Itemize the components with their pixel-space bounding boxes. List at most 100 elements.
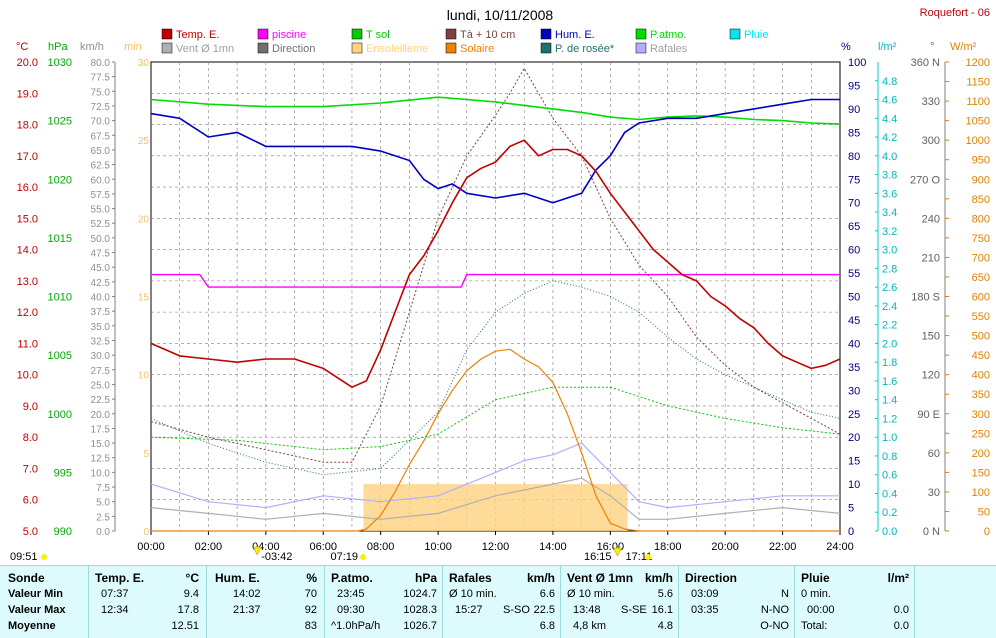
summary-col-press: P.atmo. hPa 23:45 1024.7 09:30 1028.3 ^1…: [324, 566, 443, 638]
minutes-tick-label: 25: [138, 136, 150, 147]
summary-temp-unit: °C: [185, 571, 199, 585]
rain-tick-label: 3.0: [882, 245, 897, 257]
summary-press-unit: hPa: [414, 571, 437, 585]
direction-tick-label: 270 O: [910, 174, 940, 186]
legend-swatch: [540, 28, 552, 40]
direction-tick-label: 330: [922, 96, 940, 108]
summary-press-min-time: 23:45: [337, 588, 365, 600]
summary-temp-avg: 12.51: [171, 620, 199, 632]
event-time-left: 09:51: [10, 551, 38, 563]
summary-hum-unit: %: [306, 571, 317, 585]
summary-press-max-value: 1028.3: [403, 604, 437, 616]
solar-tick-label: 300: [972, 409, 990, 421]
rain-tick-label: 0.2: [882, 507, 897, 519]
minutes-axis-unit: min: [124, 41, 142, 53]
direction-tick-label: 60: [928, 448, 940, 460]
humidity-tick-label: 70: [848, 198, 860, 210]
summary-wind-distance: 4,8 km: [573, 620, 607, 632]
summary-col-direction: Direction 03:09 N 03:35 N-NO O-NO: [678, 566, 795, 638]
solar-tick-label: 450: [972, 350, 990, 362]
summary-header-sonde: Sonde: [8, 571, 45, 585]
summary-dir-avg: O-NO: [760, 620, 789, 632]
sunset-time-a: 16:15: [584, 551, 612, 563]
temp-tick-label: 17.0: [17, 151, 38, 163]
wind-tick-label: 25.0: [91, 380, 111, 391]
rain-tick-label: 2.8: [882, 263, 897, 275]
summary-rain-duration: 0 min.: [801, 588, 831, 600]
solar-axis-unit: W/m²: [950, 41, 977, 53]
direction-tick-label: 0 N: [923, 526, 940, 538]
summary-col-labels: Sonde Valeur Min Valeur Max Moyenne: [0, 566, 88, 638]
x-tick-label: 22:00: [769, 541, 797, 553]
wind-tick-label: 30.0: [91, 351, 111, 362]
sunset-time-b: 17:11: [626, 551, 653, 563]
summary-col-empty: [914, 566, 996, 638]
wind-tick-label: 72.5: [91, 102, 111, 113]
humidity-tick-label: 60: [848, 245, 860, 257]
summary-gust-avg: 6.8: [539, 620, 555, 632]
legend-label: Direction: [272, 43, 315, 55]
humidity-tick-label: 10: [848, 479, 860, 491]
summary-table: Sonde Valeur Min Valeur Max Moyenne Temp…: [0, 565, 996, 638]
chart-series: [150, 67, 841, 532]
summary-col-hum: Hum. E. % 14:02 70 21:37 92 83: [206, 566, 325, 638]
summary-hum-max-value: 92: [304, 604, 317, 616]
legend-label: Hum. E.: [555, 29, 595, 41]
minutes-tick-label: 10: [138, 371, 150, 382]
summary-dir-max-time: 03:35: [691, 604, 719, 616]
sunset-marker-icon: [613, 547, 622, 557]
rain-tick-label: 3.8: [882, 170, 897, 182]
temp-tick-label: 16.0: [17, 182, 38, 194]
legend-label: Tà + 10 cm: [460, 29, 515, 41]
direction-tick-label: 180 S: [911, 292, 940, 304]
solar-tick-label: 800: [972, 213, 990, 225]
summary-gust-max-dir: S-SO: [503, 604, 530, 616]
moonset-time: -03:42: [261, 551, 292, 563]
summary-wind-max-value: 16.1: [651, 604, 673, 616]
wind-tick-label: 12.5: [91, 454, 111, 465]
direction-tick-label: 90 E: [917, 409, 940, 421]
wind-tick-label: 22.5: [91, 395, 111, 406]
legend-label: Pluie: [744, 29, 768, 41]
rain-tick-label: 1.6: [882, 376, 897, 388]
summary-rain-total-value: 0.0: [893, 620, 909, 632]
sunrise-marker-icon: [360, 554, 367, 560]
legend-label: piscine: [272, 29, 306, 41]
summary-hum-min-time: 14:02: [233, 588, 261, 600]
rain-tick-label: 1.8: [882, 357, 897, 369]
solar-tick-label: 1000: [966, 135, 990, 147]
temp-tick-label: 12.0: [17, 307, 38, 319]
rain-tick-label: 0.4: [882, 488, 897, 500]
summary-dir-min-value: N: [781, 588, 789, 600]
series-line-p-atmo-: [150, 96, 841, 125]
summary-gust-header: Rafales: [449, 571, 492, 585]
series-line-vent-1mn: [150, 477, 841, 520]
solar-tick-label: 650: [972, 272, 990, 284]
pressure-axis-unit: hPa: [48, 41, 68, 53]
temp-axis-unit: °C: [16, 41, 28, 53]
wind-tick-label: 50.0: [91, 234, 111, 245]
legend-label: Solaire: [460, 43, 494, 55]
rain-tick-label: 3.6: [882, 188, 897, 200]
summary-wind-avg10-value: 5.6: [657, 588, 673, 600]
legend-swatch: [351, 28, 363, 40]
solar-tick-label: 1150: [966, 77, 990, 89]
rain-tick-label: 3.2: [882, 226, 897, 238]
direction-tick-label: 360 N: [911, 57, 940, 69]
wind-tick-label: 40.0: [91, 293, 111, 304]
humidity-axis-unit: %: [841, 41, 851, 53]
summary-row-max: Valeur Max: [8, 604, 66, 616]
rain-tick-label: 0.8: [882, 451, 897, 463]
wind-tick-label: 0.0: [96, 527, 110, 538]
humidity-tick-label: 90: [848, 104, 860, 116]
temp-tick-label: 6.0: [23, 495, 38, 507]
minutes-tick-label: 0: [143, 527, 149, 538]
x-tick-label: 14:00: [539, 541, 567, 553]
wind-tick-label: 7.5: [96, 483, 110, 494]
x-tick-label: 00:00: [137, 541, 165, 553]
solar-tick-label: 950: [972, 155, 990, 167]
legend-label: T sol: [366, 29, 390, 41]
humidity-tick-label: 35: [848, 362, 860, 374]
x-tick-label: 10:00: [424, 541, 452, 553]
legend-swatch: [729, 28, 741, 40]
